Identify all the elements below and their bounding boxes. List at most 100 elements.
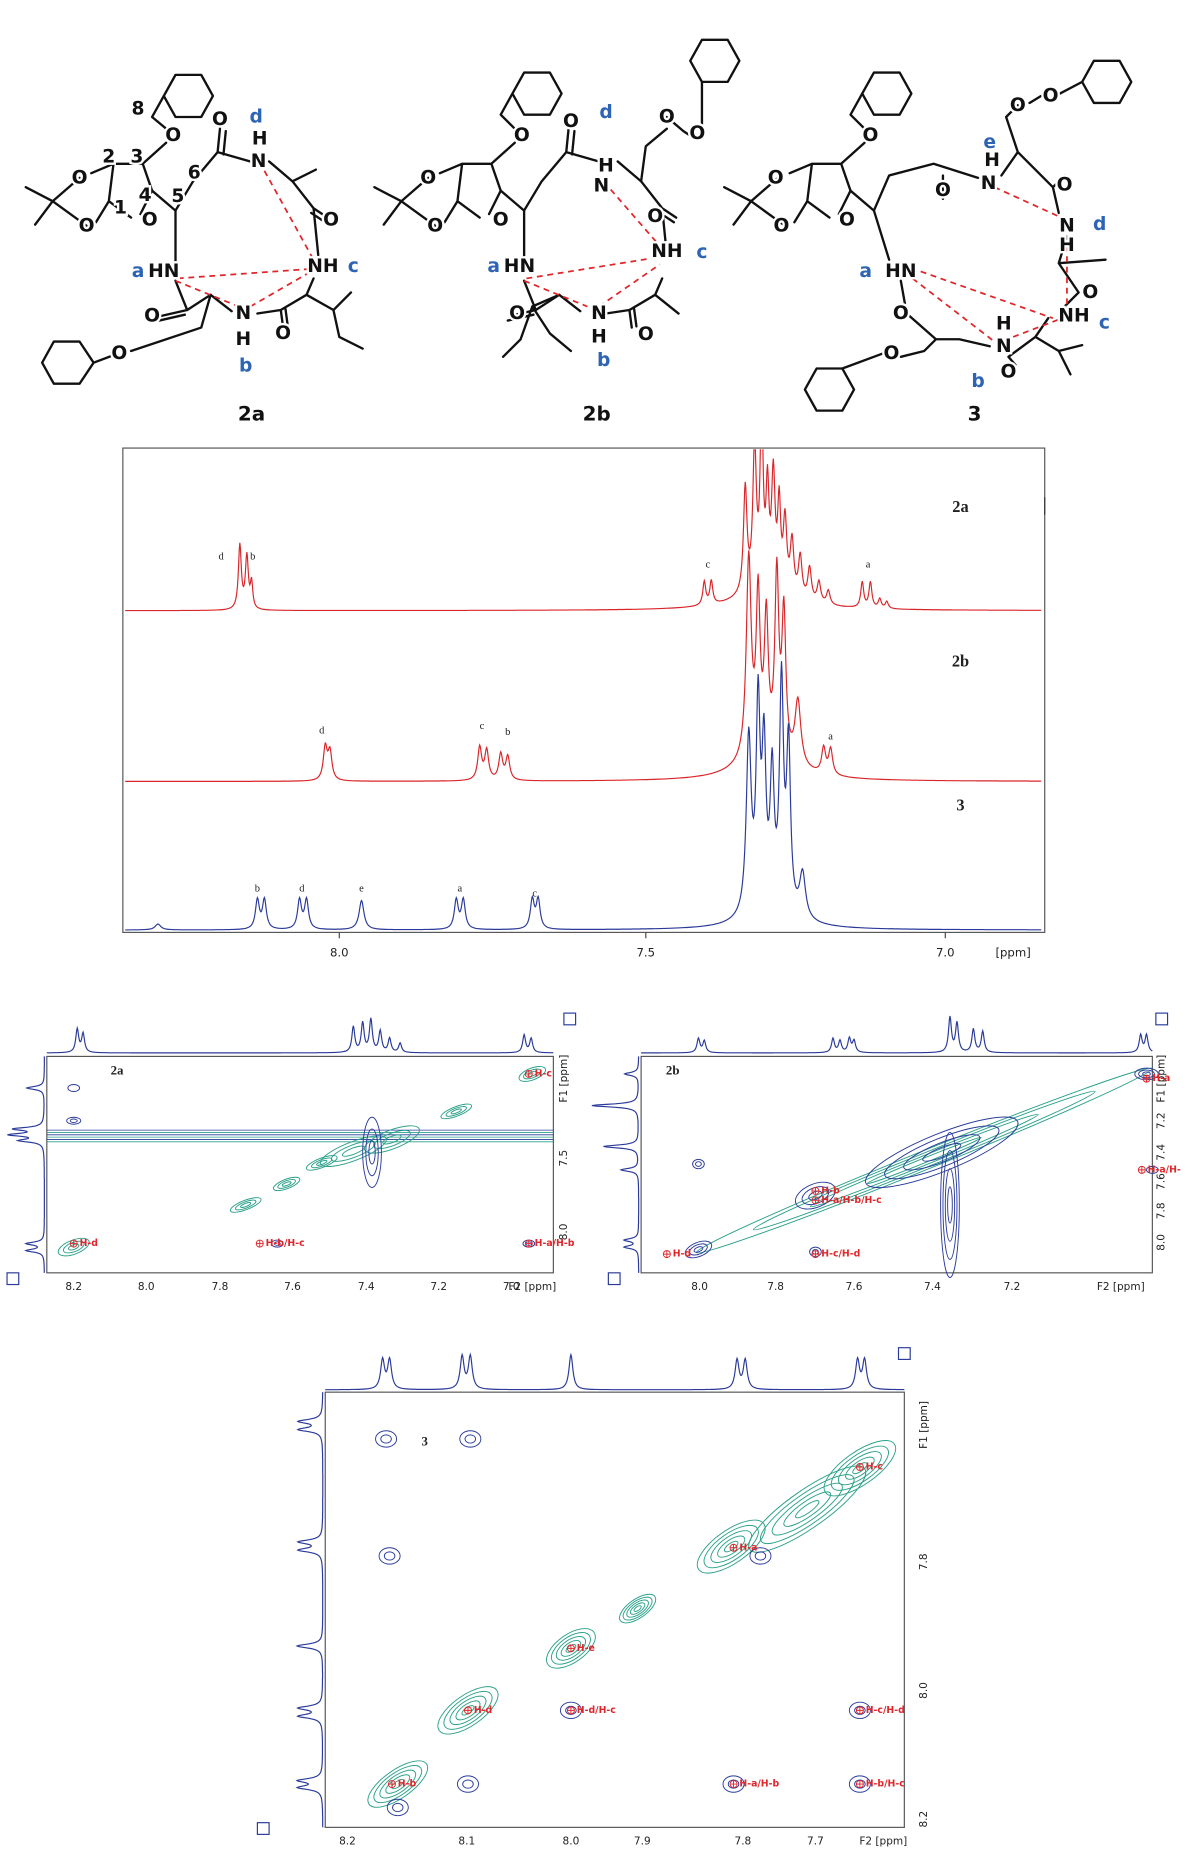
contour: [944, 1168, 956, 1242]
cross-peak-marker: [1142, 1075, 1151, 1083]
contour: [717, 1535, 746, 1558]
spectrum-trace: [125, 449, 1042, 612]
atom-label: 3: [130, 146, 143, 167]
cross-peak-marker: [811, 1196, 819, 1204]
contour: [392, 1802, 404, 1813]
contour: [848, 1701, 871, 1720]
atom-label: HN: [148, 261, 179, 282]
proton-label: c: [1099, 312, 1110, 333]
atom-label: O: [638, 324, 654, 345]
contour: [771, 1482, 843, 1536]
x-tick-label: 7.2: [1004, 1281, 1021, 1293]
contour: [565, 1705, 577, 1715]
contour: [459, 1430, 482, 1448]
cross-peak-marker: [730, 1780, 738, 1788]
spectra-2d: 8.2 8.0 7.8 7.6 7.4 7.2 7.0F2 [ppm]7.58.0F1 [p…: [6, 1012, 1181, 1847]
cross-peak-label: H-c/H-d: [866, 1705, 905, 1716]
x-tick-label: 8.0: [138, 1281, 155, 1293]
contour: [464, 1434, 477, 1444]
panel-label: 2b: [666, 1063, 680, 1077]
cross-peak-marker: [525, 1240, 533, 1248]
contour: [235, 1199, 257, 1211]
atom-label: O: [514, 125, 530, 146]
contour: [845, 1456, 875, 1480]
contour: [367, 1760, 429, 1808]
proton-label: e: [983, 132, 996, 153]
contour: [380, 1434, 392, 1444]
corner-box: [1155, 1012, 1169, 1026]
contour: [455, 1700, 481, 1721]
x-tick-label: 8.1: [458, 1835, 475, 1847]
x-tick-label: 7.2: [430, 1281, 447, 1293]
cross-peak-label: H-a/H-: [1148, 1164, 1181, 1175]
contour: [281, 1181, 292, 1187]
atom-label: 5: [171, 186, 184, 207]
atom-label: N: [981, 173, 997, 194]
atom-label: O: [1010, 95, 1026, 116]
proton-label: a: [132, 261, 145, 282]
contour: [272, 1176, 301, 1192]
cross-peak-marker: [811, 1250, 819, 1258]
atom-label: O: [144, 305, 160, 326]
contour: [848, 1775, 871, 1793]
atom-label: 4: [139, 185, 152, 206]
contour: [619, 1593, 657, 1624]
trace-label: 3: [956, 795, 964, 814]
atom-label: O: [72, 167, 88, 188]
proton-label: c: [696, 242, 707, 263]
corner-box: [607, 1272, 621, 1286]
x-unit: [ppm]: [995, 945, 1030, 959]
contour: [375, 1430, 398, 1448]
cross-peak-label: H-a/H-b: [535, 1238, 575, 1249]
projection-trace: [591, 1056, 640, 1273]
atom-label: O: [659, 106, 675, 127]
compound-label: 3: [968, 403, 982, 426]
contour: [341, 1145, 365, 1157]
contour: [622, 1596, 653, 1621]
contour: [783, 1491, 832, 1527]
contour: [379, 1769, 417, 1799]
x-tick-label: 8.0: [330, 945, 349, 959]
contour: [947, 1186, 953, 1224]
peak-label: c: [705, 560, 710, 571]
cross-peak-label: H-e: [577, 1643, 595, 1654]
contour: [67, 1084, 81, 1092]
x-tick-label: 8.2: [339, 1835, 356, 1847]
contour: [546, 1628, 596, 1669]
atom-label: O: [935, 180, 951, 201]
cross-peak-marker: [388, 1780, 396, 1788]
atom-label: O: [212, 109, 228, 130]
macrocycle: [803, 59, 1133, 412]
cross-peak-label: H-c: [535, 1068, 552, 1079]
peak-label: a: [828, 732, 833, 743]
y-tick-label: 8.2: [918, 1811, 930, 1828]
atom-label: O: [79, 215, 95, 236]
projection-trace: [7, 1056, 45, 1273]
contour: [305, 1155, 338, 1171]
contour: [382, 1134, 402, 1145]
contour: [922, 1143, 962, 1162]
spectrum-trace: [46, 1017, 554, 1054]
traces: [125, 449, 1042, 931]
corner-box: [6, 1272, 20, 1286]
contour: [884, 1125, 1000, 1180]
atom-label: N: [1059, 215, 1075, 236]
y-tick-label: 8.0: [918, 1682, 930, 1699]
peak-label: d: [299, 884, 305, 895]
plot-frame: [640, 1055, 1153, 1274]
corner-box: [897, 1347, 911, 1360]
peak-label: c: [532, 888, 537, 899]
atom-label: 1: [114, 198, 127, 219]
atom-label: H: [984, 150, 1000, 171]
contour: [830, 1445, 889, 1491]
cross-peak-label: H-d: [474, 1705, 492, 1716]
cross-peak-marker: [856, 1780, 864, 1788]
contour: [445, 1106, 467, 1117]
x-tick-label: 7.4: [924, 1281, 941, 1293]
peak-label: b: [505, 727, 510, 738]
contour: [692, 1158, 705, 1170]
y-tick-label: 8.0: [1156, 1234, 1168, 1251]
panel-label: 2a: [111, 1063, 124, 1077]
atom-label: O: [509, 303, 525, 324]
